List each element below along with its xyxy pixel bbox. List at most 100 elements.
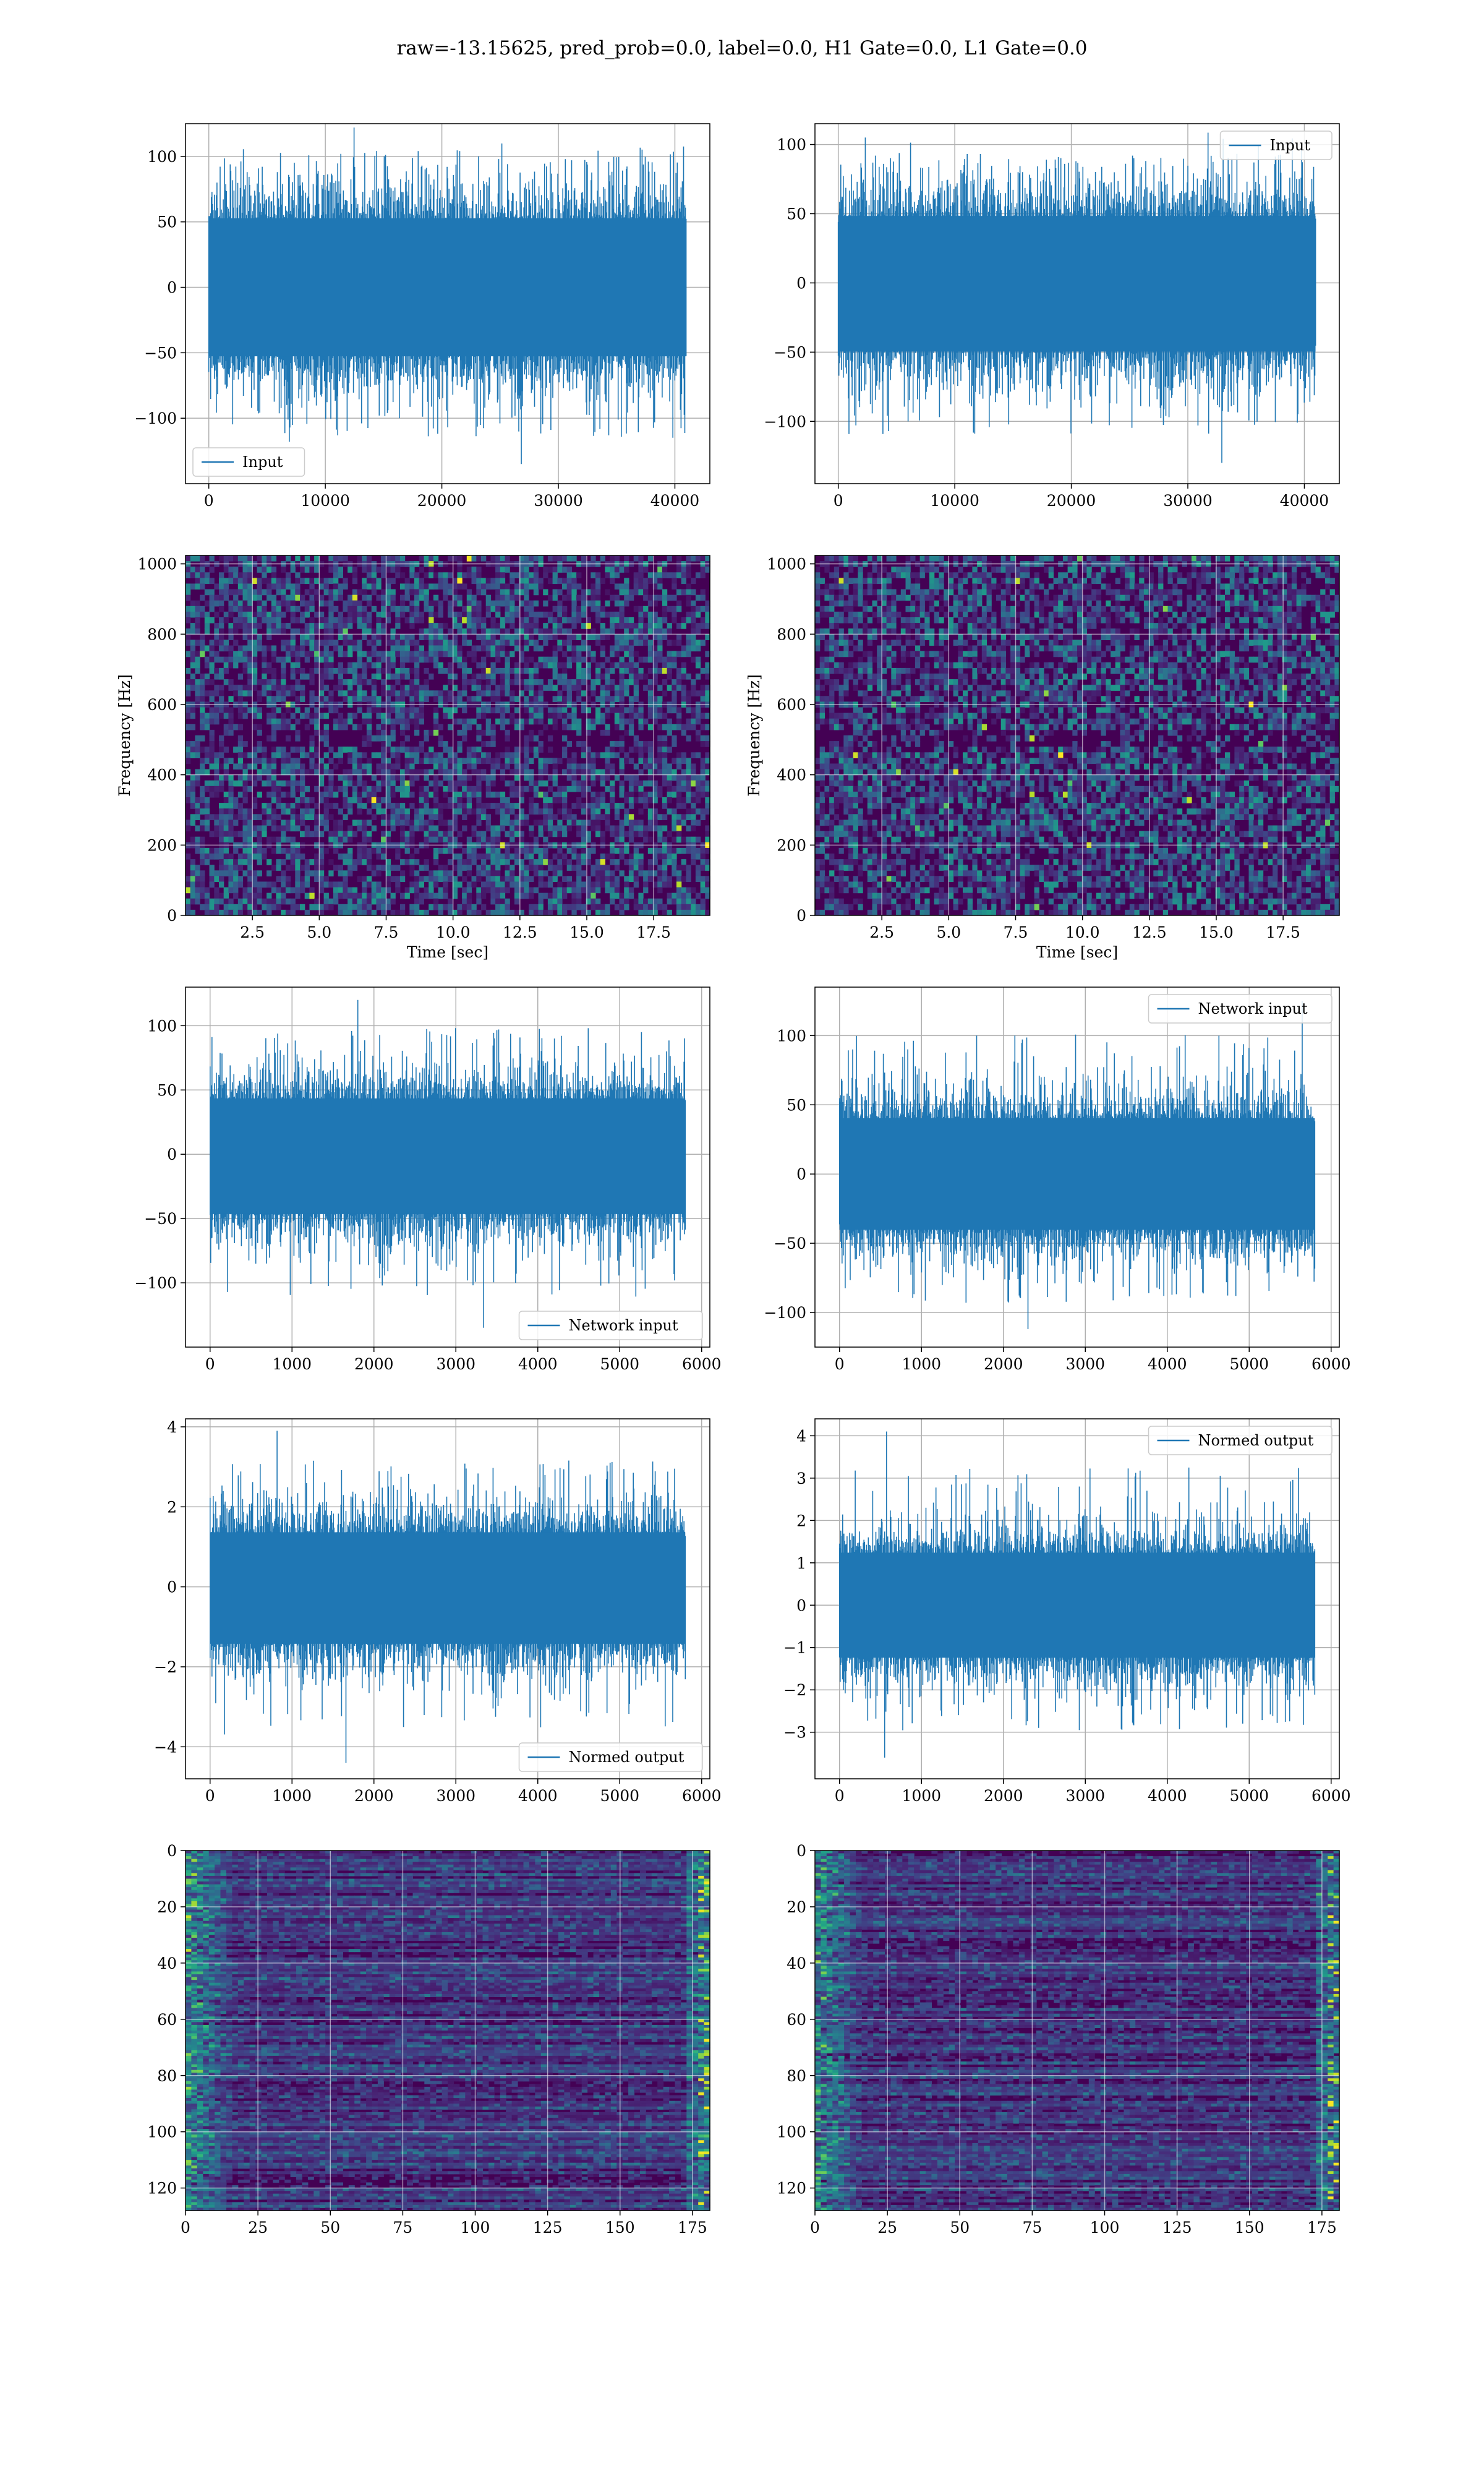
x-tick-label: 3000 [1065,1355,1105,1373]
y-axis-label: Frequency [Hz] [116,674,134,797]
x-tick-label: 7.5 [1004,923,1028,941]
x-tick-label: 7.5 [374,923,399,941]
y-tick-label: 600 [777,696,806,714]
panel-r3c2: 0 1000 2000 3000 4000 5000 6000−100−50050100Ne… [764,987,1350,1373]
x-tick-label: 175 [1307,2219,1337,2236]
y-tick-label: 800 [147,625,177,643]
x-tick-label: 50 [950,2219,970,2236]
y-tick-label: 40 [787,1954,806,1972]
x-tick-label: 0 [835,1355,845,1373]
y-tick-label: −100 [134,409,177,427]
y-tick-label: 0 [167,1842,177,1860]
x-tick-label: 100 [1090,2219,1120,2236]
series-core [209,218,686,356]
y-tick-label: −100 [764,1304,806,1322]
x-tick-label: 3000 [436,1355,475,1373]
y-tick-label: 1000 [137,555,177,573]
x-tick-label: 25 [877,2219,897,2236]
x-tick-label: 150 [605,2219,635,2236]
x-tick-label: 5.0 [307,923,331,941]
panel-r2c1: 2.5 5.0 7.5 10.0 12.5 15.0 17.5020040060080010… [116,555,710,961]
y-tick-label: 2 [167,1498,177,1516]
y-tick-label: 50 [157,1081,177,1099]
y-tick-label: 0 [796,1596,806,1614]
y-tick-label: 600 [147,696,177,714]
x-tick-label: 0 [810,2219,820,2236]
y-tick-label: −3 [783,1724,806,1742]
legend-label: Normed output [1198,1432,1314,1449]
y-tick-label: 3 [796,1470,806,1487]
x-tick-label: 75 [1022,2219,1042,2236]
panel-r3c1: 0 1000 2000 3000 4000 5000 6000−100−50050100Ne… [134,987,721,1373]
series-core [838,216,1316,351]
y-tick-label: 80 [787,2067,806,2085]
x-tick-label: 4000 [1148,1355,1187,1373]
legend-label: Network input [569,1317,678,1334]
x-tick-label: 4000 [518,1355,558,1373]
x-tick-label: 2000 [984,1787,1023,1805]
x-tick-label: 4000 [518,1787,558,1805]
x-tick-label: 5000 [1229,1355,1269,1373]
y-tick-label: −100 [764,413,806,430]
x-tick-label: 100 [461,2219,490,2236]
x-tick-label: 6000 [682,1787,722,1805]
heatmap-cells [815,1851,1340,2211]
legend: Network input [519,1311,703,1340]
y-tick-label: 0 [796,1842,806,1860]
x-tick-label: 17.5 [636,923,671,941]
legend: Input [1221,131,1333,160]
y-tick-label: 1 [796,1554,806,1572]
x-tick-label: 150 [1235,2219,1264,2236]
y-tick-label: 200 [777,836,806,854]
legend-label: Normed output [569,1748,684,1766]
legend: Input [193,448,305,476]
x-tick-label: 3000 [436,1787,475,1805]
x-tick-label: 2000 [354,1787,394,1805]
x-tick-label: 10.0 [436,923,471,941]
y-tick-label: 400 [777,766,806,784]
x-tick-label: 3000 [1065,1787,1105,1805]
legend-label: Network input [1198,1000,1308,1017]
x-tick-label: 50 [320,2219,340,2236]
y-tick-label: 0 [167,1145,177,1163]
y-tick-label: −2 [154,1658,177,1676]
y-tick-label: 100 [147,1017,177,1035]
x-tick-label: 12.5 [1132,923,1167,941]
x-tick-label: 20000 [1047,492,1096,510]
x-tick-label: 2000 [354,1355,394,1373]
x-tick-label: 30000 [534,492,583,510]
y-tick-label: −100 [134,1274,177,1292]
legend: Normed output [519,1743,703,1771]
y-tick-label: 200 [147,836,177,854]
legend: Network input [1149,995,1333,1023]
y-tick-label: 40 [157,1954,177,1972]
x-tick-label: 10000 [930,492,979,510]
y-tick-label: 100 [147,148,177,166]
y-tick-label: 0 [167,907,177,925]
y-axis-label: Frequency [Hz] [745,674,763,797]
legend: Normed output [1149,1426,1333,1455]
x-tick-label: 17.5 [1266,923,1300,941]
x-tick-label: 125 [1162,2219,1192,2236]
x-tick-label: 6000 [682,1355,722,1373]
y-tick-label: 60 [787,2011,806,2029]
y-tick-label: −2 [783,1681,806,1699]
y-tick-label: −50 [144,344,177,362]
x-tick-label: 4000 [1148,1787,1187,1805]
x-axis-label: Time [sec] [407,943,488,961]
x-tick-label: 0 [834,492,843,510]
series-core [210,1098,686,1214]
y-tick-label: 0 [796,907,806,925]
y-tick-label: −50 [774,1235,806,1252]
x-tick-label: 40000 [650,492,700,510]
x-tick-label: 6000 [1311,1787,1351,1805]
y-tick-label: 50 [787,205,806,223]
x-tick-label: 1000 [272,1787,312,1805]
x-tick-label: 1000 [902,1355,941,1373]
y-tick-label: 1000 [767,555,806,573]
x-tick-label: 10.0 [1065,923,1100,941]
x-tick-label: 2000 [984,1355,1023,1373]
x-tick-label: 1000 [272,1355,312,1373]
